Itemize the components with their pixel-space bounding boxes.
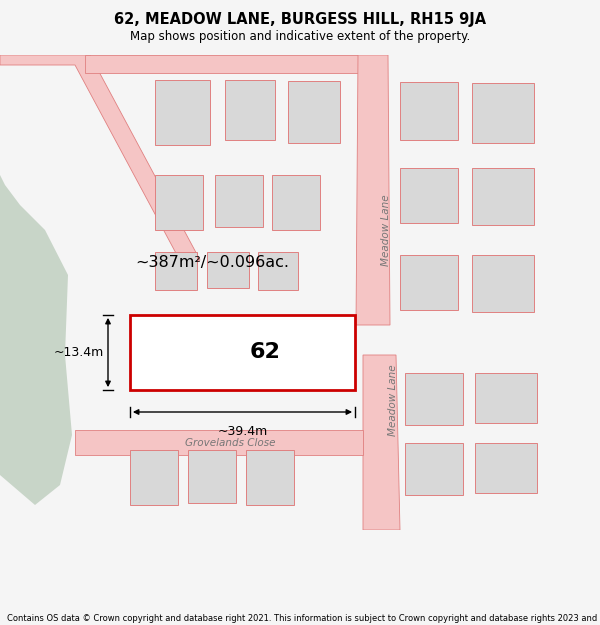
Bar [130, 315, 355, 390]
Bar [472, 83, 534, 143]
Bar [472, 168, 534, 225]
Bar [400, 255, 458, 310]
Bar [475, 373, 537, 423]
Bar [207, 252, 249, 288]
Bar [288, 81, 340, 143]
Polygon shape [85, 55, 370, 73]
Polygon shape [0, 175, 72, 505]
Text: 62, MEADOW LANE, BURGESS HILL, RH15 9JA: 62, MEADOW LANE, BURGESS HILL, RH15 9JA [114, 12, 486, 27]
Text: Meadow Lane: Meadow Lane [381, 194, 391, 266]
Bar [472, 255, 534, 312]
Polygon shape [363, 355, 400, 530]
Bar [225, 80, 275, 140]
Text: ~13.4m: ~13.4m [54, 346, 104, 359]
Bar [400, 168, 458, 223]
Bar [258, 252, 298, 290]
Polygon shape [356, 55, 390, 325]
Text: ~387m²/~0.096ac.: ~387m²/~0.096ac. [135, 256, 289, 271]
Bar [400, 82, 458, 140]
Text: Map shows position and indicative extent of the property.: Map shows position and indicative extent… [130, 30, 470, 43]
Text: Grovelands Close: Grovelands Close [185, 438, 275, 448]
Text: ~39.4m: ~39.4m [217, 425, 268, 438]
Bar [215, 175, 263, 227]
Bar [475, 443, 537, 493]
Bar [188, 450, 236, 503]
Bar [155, 252, 197, 290]
Bar [130, 450, 178, 505]
Bar [246, 450, 294, 505]
Bar [405, 373, 463, 425]
Text: 62: 62 [250, 342, 280, 362]
Polygon shape [75, 430, 363, 455]
Bar [155, 175, 203, 230]
Bar [272, 175, 320, 230]
Polygon shape [0, 55, 200, 270]
Text: Contains OS data © Crown copyright and database right 2021. This information is : Contains OS data © Crown copyright and d… [7, 614, 600, 623]
Bar [405, 443, 463, 495]
Text: Meadow Lane: Meadow Lane [388, 364, 398, 436]
Bar [155, 80, 210, 145]
